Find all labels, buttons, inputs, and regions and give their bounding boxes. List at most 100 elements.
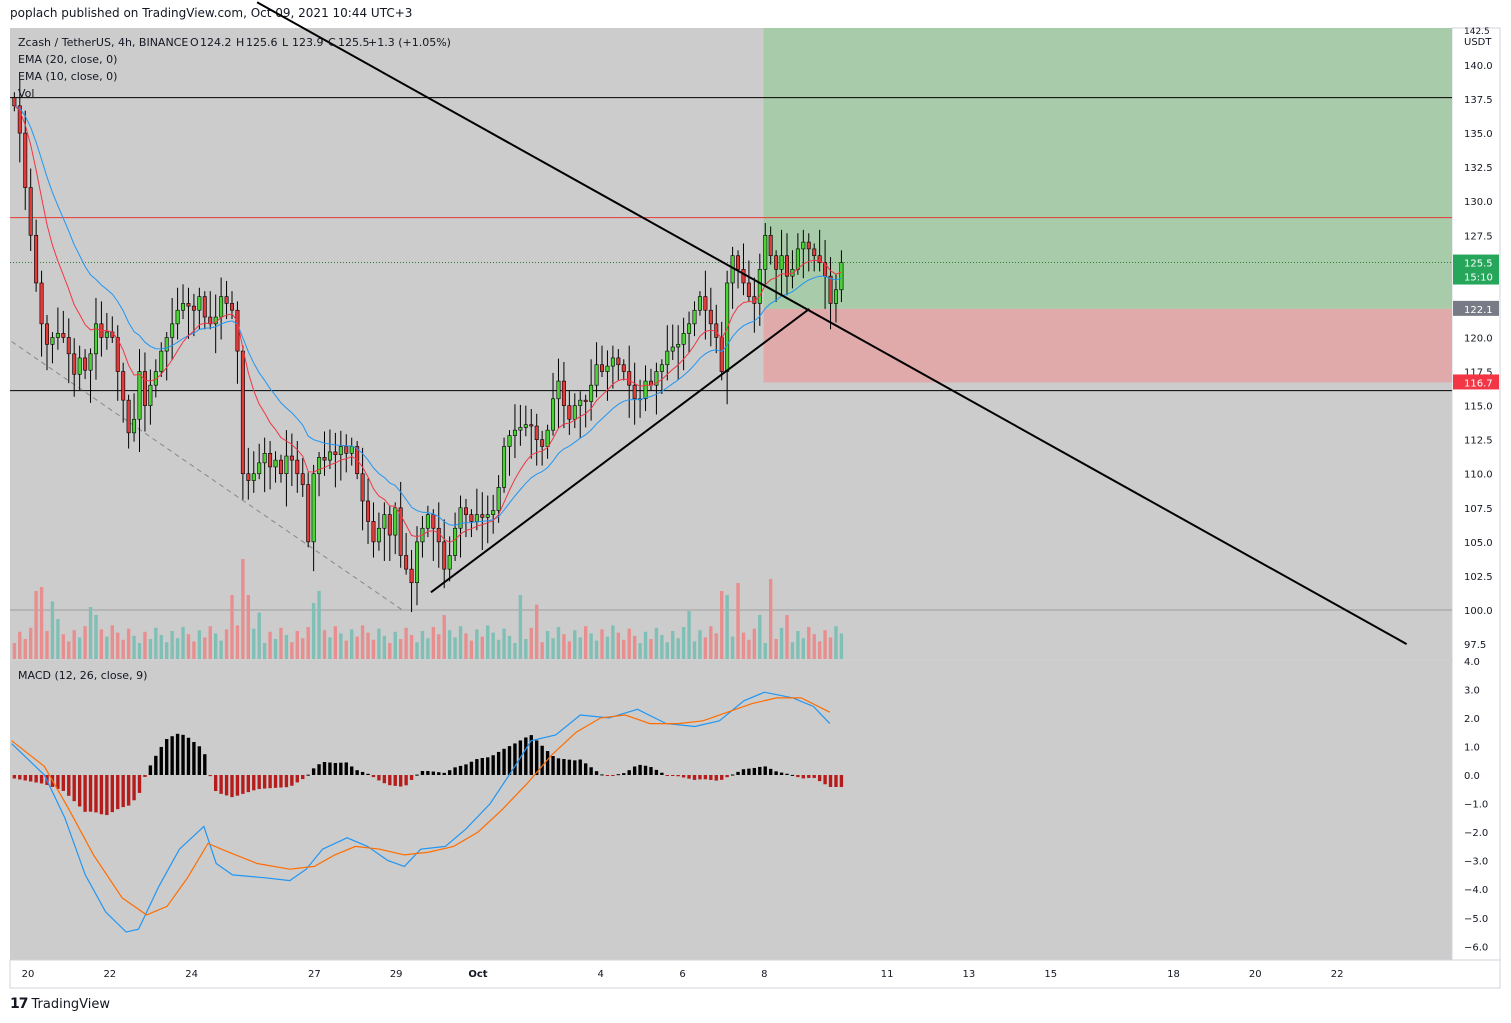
candle — [534, 425, 539, 440]
macd-histogram-bar — [105, 775, 109, 816]
macd-histogram-bar — [545, 751, 550, 775]
ema20-line — [14, 105, 842, 526]
candle — [697, 296, 702, 311]
volume-bar — [186, 634, 191, 659]
macd-histogram-bar — [159, 746, 163, 775]
volume-bar — [137, 643, 142, 659]
volume-bar — [116, 632, 120, 659]
candle — [442, 541, 447, 570]
price-tick-label: 97.5 — [1464, 640, 1486, 651]
candle — [360, 473, 365, 502]
volume-bar — [513, 643, 517, 659]
candle — [806, 241, 811, 250]
macd-histogram-bar — [197, 746, 202, 775]
macd-histogram-bar — [317, 764, 321, 775]
volume-bar — [709, 626, 713, 659]
macd-histogram-bar — [148, 765, 153, 775]
macd-histogram-bar — [600, 774, 604, 776]
candle — [589, 384, 594, 402]
volume-bar — [61, 634, 66, 659]
macd-histogram-bar — [404, 775, 408, 786]
volume-bar — [567, 641, 572, 659]
volume-bar — [88, 607, 93, 659]
volume-bar — [208, 626, 212, 659]
macd-histogram-bar — [110, 775, 114, 813]
volume-bar — [578, 637, 582, 659]
time-tick-label: 22 — [103, 969, 116, 980]
macd-histogram-bar — [99, 775, 104, 815]
candle — [687, 323, 692, 334]
macd-histogram-bar — [703, 775, 708, 780]
legend-value-h: 125.6 — [246, 36, 278, 49]
macd-histogram-bar — [747, 768, 751, 775]
time-tick-label: 15 — [1044, 969, 1057, 980]
macd-histogram-bar — [409, 775, 414, 780]
candle — [415, 541, 419, 584]
candle — [191, 305, 196, 311]
candle — [469, 514, 474, 522]
candle — [382, 514, 387, 529]
price-tick-label: 100.0 — [1464, 606, 1493, 617]
price-tick-label: 107.5 — [1464, 504, 1493, 515]
macd-histogram-bar — [273, 775, 278, 788]
volume-bar — [322, 630, 327, 659]
volume-bar — [535, 604, 539, 659]
macd-histogram-bar — [583, 763, 588, 775]
candle — [224, 296, 229, 304]
macd-histogram-bar — [442, 772, 446, 775]
macd-histogram-bar — [137, 775, 142, 793]
candle — [736, 255, 741, 270]
candle — [627, 371, 632, 386]
brand: 17 TradingView — [10, 996, 110, 1012]
last-price-badge-countdown: 15:10 — [1464, 273, 1493, 284]
volume-bar — [545, 631, 550, 659]
macd-histogram-bar — [426, 771, 430, 775]
macd-histogram-bar — [203, 754, 207, 775]
price-tick-label: 140.0 — [1464, 61, 1493, 72]
time-tick-label: 22 — [1331, 969, 1344, 980]
time-tick-label: 4 — [598, 969, 604, 980]
time-tick-label: 20 — [22, 969, 35, 980]
candle — [621, 364, 626, 372]
macd-histogram-bar — [480, 757, 484, 775]
candle — [812, 248, 817, 257]
candle — [496, 487, 501, 511]
candle — [692, 309, 697, 325]
candle — [104, 331, 109, 338]
candle — [436, 527, 441, 543]
volume-bar — [730, 636, 735, 659]
candle — [670, 346, 675, 352]
macd-histogram-bar — [121, 775, 125, 808]
macd-histogram-bar — [360, 771, 365, 775]
macd-histogram-bar — [556, 758, 561, 775]
legend-value-o: 124.2 — [200, 36, 232, 49]
volume-bar — [469, 640, 474, 659]
macd-histogram-bar — [333, 762, 338, 775]
volume-bar — [398, 639, 403, 659]
candle — [828, 275, 833, 304]
macd-histogram-bar — [61, 775, 66, 791]
legend-value-c: 125.5 — [338, 36, 370, 49]
macd-histogram-bar — [632, 766, 637, 775]
candle — [235, 309, 240, 352]
volume-bar — [371, 639, 376, 659]
price-tick-label: 110.0 — [1464, 470, 1493, 481]
volume-bar — [23, 639, 27, 659]
volume-bar — [518, 595, 523, 659]
candle — [197, 296, 202, 311]
macd-histogram-bar — [567, 759, 572, 775]
candle — [175, 309, 180, 325]
macd-tick-label: −5.0 — [1464, 914, 1488, 925]
macd-histogram-bar — [660, 772, 664, 775]
macd-histogram-bar — [393, 775, 397, 786]
volume-bar — [458, 626, 463, 659]
volume-bar — [415, 642, 419, 659]
volume-bar — [817, 641, 822, 659]
volume-bar — [56, 619, 60, 659]
macd-histogram-bar — [235, 775, 240, 796]
last-price-badge-bg — [1453, 254, 1499, 285]
volume-bar — [159, 635, 163, 659]
candle — [164, 337, 169, 352]
candle — [703, 296, 708, 311]
